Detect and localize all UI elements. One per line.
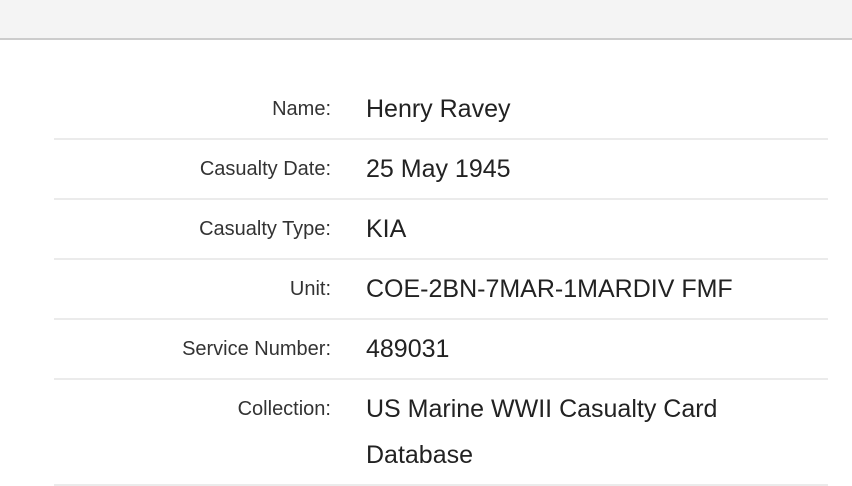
detail-label: Name: <box>272 98 331 120</box>
detail-label: Casualty Date: <box>199 158 331 180</box>
detail-row-unit: Unit: COE-2BN-7MAR-1MARDIV FMF <box>54 260 828 320</box>
top-bar <box>0 0 852 40</box>
detail-row-casualty-date: Casualty Date: 25 May 1945 <box>54 140 828 200</box>
record-details: Name: Henry Ravey Casualty Date: 25 May … <box>54 80 828 486</box>
detail-label: Unit: <box>289 278 331 300</box>
detail-value: US Marine WWII Casualty Card Database <box>366 395 718 469</box>
detail-value: 489031 <box>366 335 450 363</box>
detail-label: Casualty Type: <box>199 218 331 240</box>
detail-value: KIA <box>366 215 407 243</box>
detail-value: Henry Ravey <box>366 95 511 123</box>
detail-row-name: Name: Henry Ravey <box>54 80 828 140</box>
detail-row-casualty-type: Casualty Type: KIA <box>54 200 828 260</box>
detail-label: Service Number: <box>182 338 331 360</box>
detail-value: 25 May 1945 <box>366 155 511 183</box>
detail-row-collection: Collection: US Marine WWII Casualty Card… <box>54 380 828 486</box>
detail-label: Collection: <box>237 398 331 420</box>
detail-row-service-number: Service Number: 489031 <box>54 320 828 380</box>
detail-value: COE-2BN-7MAR-1MARDIV FMF <box>366 275 733 303</box>
